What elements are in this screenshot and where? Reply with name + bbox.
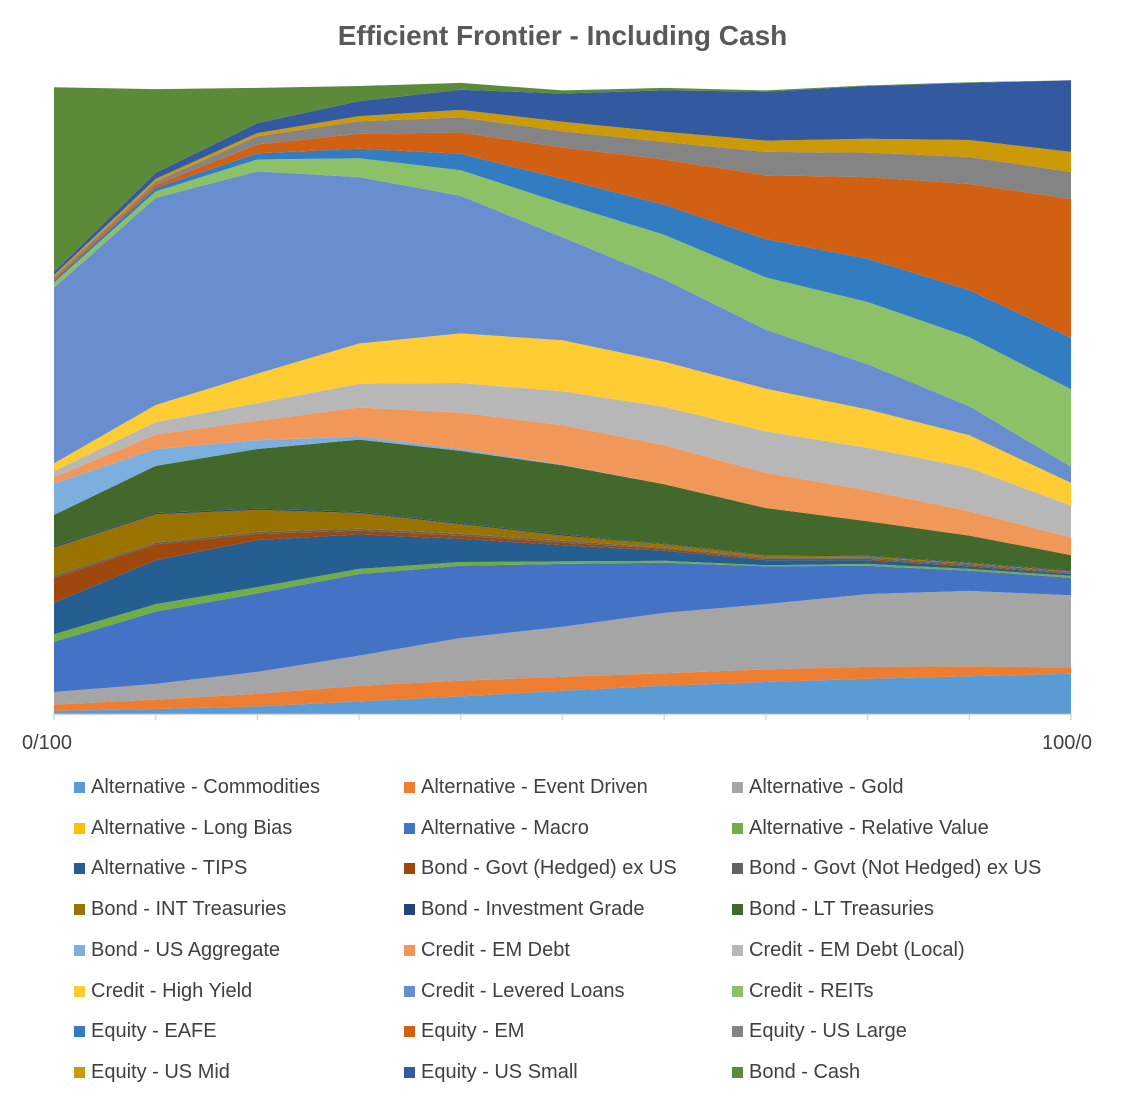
legend-swatch [404,985,415,997]
legend-item: Alternative - Relative Value [732,817,989,840]
legend-label: Bond - US Aggregate [91,938,281,961]
area-series-16 [54,171,1071,483]
legend-label: Equity - US Mid [91,1060,230,1083]
legend-swatch [404,1026,415,1038]
area-series-6 [54,534,1071,635]
legend-item: Alternative - Event Driven [404,776,648,799]
legend-item: Equity - EAFE [74,1020,217,1043]
legend-label: Alternative - Event Driven [421,776,648,798]
chart-title: Efficient Frontier - Including Cash [337,20,788,51]
legend-swatch [732,863,743,875]
legend-label: Credit - Levered Loans [421,979,625,1002]
legend-label: Bond - LT Treasuries [749,898,934,921]
legend-label: Alternative - Commodities [91,776,320,798]
x-tick-label-end: 100/0 [1042,732,1093,754]
legend-item: Credit - High Yield [74,980,252,1003]
legend-item: Bond - Investment Grade [404,898,644,921]
legend-swatch [74,1026,85,1038]
legend-item: Equity - US Mid [74,1061,230,1084]
legend-item: Credit - REITs [732,980,873,1003]
legend-item: Alternative - TIPS [74,857,247,880]
area-series-10 [54,508,1071,572]
legend-item: Bond - US Aggregate [74,939,280,962]
legend-item: Equity - US Small [404,1061,578,1084]
legend-label: Equity - US Large [749,1020,907,1043]
legend-swatch [74,782,85,793]
area-series-14 [54,383,1071,538]
x-tick-label-start: 0/100 [22,732,73,754]
area-series-5 [54,560,1071,642]
plot-area [53,80,1072,720]
legend-item: Bond - Govt (Not Hedged) ex US [732,857,1041,880]
legend-item: Alternative - Commodities [74,776,320,799]
legend-swatch [404,1066,415,1078]
area-series-20 [54,117,1071,279]
legend-swatch [732,822,743,834]
legend-swatch [404,944,415,956]
legend-item: Bond - Govt (Hedged) ex US [404,857,677,880]
legend-item: Bond - Cash [732,1061,860,1084]
legend-label: Bond - Cash [749,1060,861,1083]
legend-item: Bond - INT Treasuries [74,898,286,921]
legend-item: Equity - US Large [732,1020,907,1043]
legend-item: Credit - Levered Loans [404,980,624,1003]
legend-swatch [74,863,85,875]
area-series-2 [54,590,1071,705]
legend-swatch [74,1066,85,1078]
legend-swatch [732,985,743,997]
area-series-15 [54,333,1071,506]
legend-label: Bond - Investment Grade [421,898,645,921]
legend-label: Alternative - Relative Value [749,816,989,839]
area-series-19 [54,132,1071,338]
legend-swatch [732,1026,743,1038]
legend-label: Equity - EM [421,1020,525,1043]
legend-label: Bond - INT Treasuries [91,898,287,921]
area-series-18 [54,148,1071,390]
legend-swatch [732,1066,743,1078]
area-series-7 [54,530,1071,603]
legend-label: Credit - High Yield [91,979,253,1002]
legend-item: Bond - LT Treasuries [732,898,934,921]
legend-label: Bond - Govt (Hedged) ex US [421,857,677,880]
legend-label: Equity - US Small [421,1060,578,1083]
legend-label: Bond - Govt (Not Hedged) ex US [749,857,1042,880]
area-series-13 [54,407,1071,556]
legend-label: Credit - EM Debt (Local) [749,938,965,961]
area-series-17 [54,158,1071,467]
legend-item: Alternative - Macro [404,817,589,840]
legend-swatch [404,782,415,793]
legend-label: Credit - EM Debt [421,938,570,961]
legend-label: Equity - EAFE [91,1020,217,1043]
legend-item: Alternative - Long Bias [74,817,292,840]
legend-item: Credit - EM Debt [404,939,570,962]
area-series-9 [54,509,1071,576]
legend-swatch [732,904,743,916]
legend-item: Alternative - Gold [732,776,904,799]
legend-label: Alternative - Macro [421,816,589,839]
area-series-1 [54,666,1071,711]
legend-label: Alternative - Long Bias [91,816,293,839]
legend-swatch [74,944,85,956]
area-series-23 [54,80,1071,272]
area-series-21 [54,109,1071,277]
area-series-4 [54,562,1071,692]
legend-label: Alternative - Gold [749,776,904,798]
legend-swatch [732,944,743,956]
legend-swatch [74,985,85,997]
legend-label: Credit - REITs [749,979,874,1002]
legend-swatch [74,904,85,916]
legend-label: Alternative - TIPS [91,857,248,880]
legend-swatch [74,822,85,834]
legend-swatch [732,782,743,793]
legend-item: Credit - EM Debt (Local) [732,939,965,962]
area-series-22 [54,80,1071,275]
legend-swatch [404,863,415,875]
legend-item: Equity - EM [404,1020,524,1043]
legend-swatch [404,904,415,916]
legend-swatch [404,822,415,834]
area-series-11 [54,439,1071,571]
